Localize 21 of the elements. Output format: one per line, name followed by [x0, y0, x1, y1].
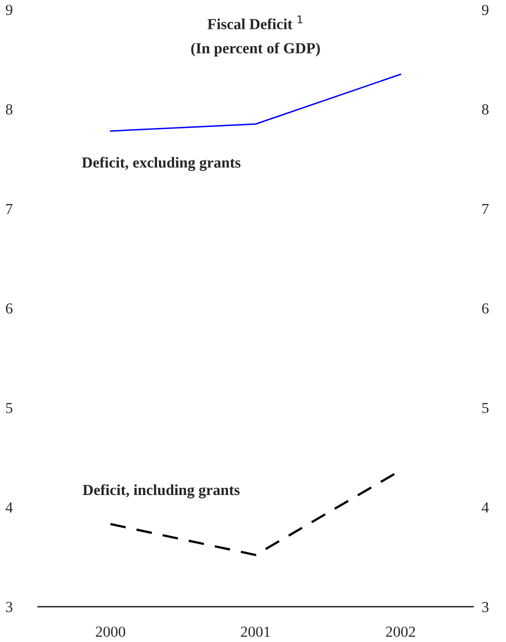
- x-tick-label: 2002: [386, 626, 416, 637]
- y2-tick-label: 7: [482, 204, 489, 214]
- y2-tick-label: 3: [482, 602, 488, 612]
- y-tick-label: 8: [6, 104, 12, 115]
- x-tick-label: 2000: [96, 626, 126, 637]
- y2-tick-label: 4: [482, 502, 489, 512]
- x-tick-label: 2001: [240, 626, 270, 637]
- y2-tick-label: 5: [482, 402, 488, 414]
- y-tick-label: 5: [6, 402, 12, 414]
- chart-title: Fiscal Deficit $^{1}$: [208, 15, 302, 30]
- y2-tick-label: 6: [482, 303, 489, 314]
- y-tick-label: 9: [6, 4, 12, 16]
- y-tick-label: 7: [6, 204, 13, 214]
- y2-tick-label: 9: [482, 4, 488, 16]
- y2-tick-label: 8: [482, 104, 488, 115]
- y-tick-label: 4: [6, 502, 13, 512]
- y-tick-label: 3: [6, 602, 12, 612]
- y-tick-label: 6: [6, 303, 12, 314]
- text: (In percent of GDP): [191, 42, 320, 56]
- text: Deficit, including grants: [82, 484, 240, 498]
- text: Deficit, excluding grants: [82, 156, 240, 171]
